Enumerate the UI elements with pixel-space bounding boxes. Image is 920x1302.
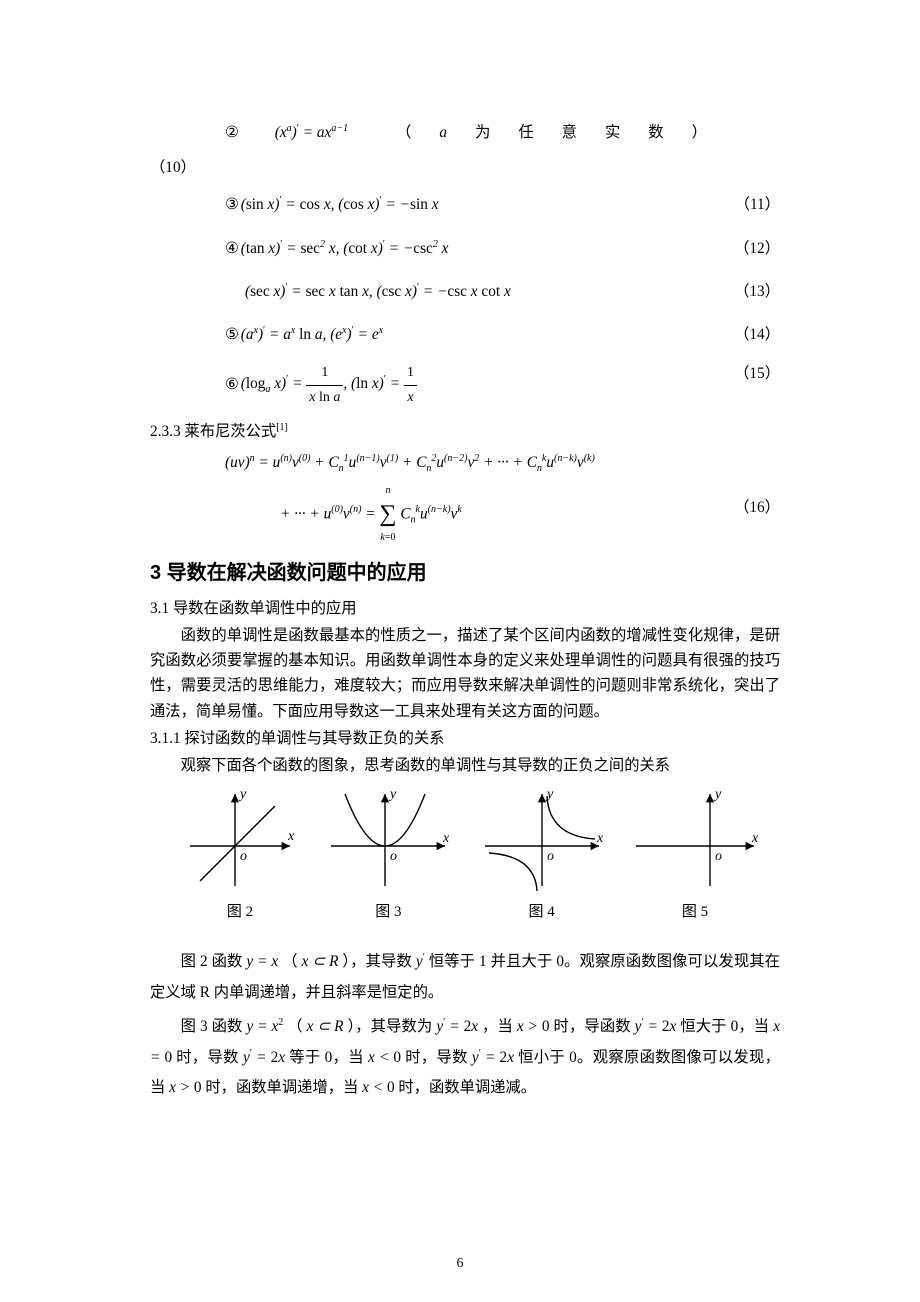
svg-text:o: o (547, 849, 554, 864)
figure-2-svg: y x o (180, 786, 300, 896)
eq-number: （14） (734, 322, 780, 347)
equation-13: (sec x)′ = sec x tan x, (csc x)′ = −csc … (150, 279, 780, 304)
figures-row: y x o 图 2 y x o 图 3 y (180, 786, 760, 925)
svg-text:y: y (238, 787, 247, 802)
section-3-heading: 3 导数在解决函数问题中的应用 (150, 557, 780, 590)
eq-formula: + ··· + u(0)v(n) = ∑nk=0 Cnku(n−k)vk (280, 495, 462, 535)
figure-3: y x o 图 3 (323, 786, 453, 925)
equation-11: ③ (sin x)′ = cos x, (cos x)′ = −sin x （1… (150, 192, 780, 217)
eq-formula: (loga x)′ = 1x ln a, (ln x)′ = 1x (241, 361, 417, 408)
svg-text:x: x (287, 829, 295, 844)
para-311-lead: 观察下面各个函数的图象，思考函数的单调性与其导数的正负之间的关系 (150, 753, 780, 778)
para-fig2: 图 2 函数 y = x （ x ⊂ R ），其导数 y′ 恒等于 1 并且大于… (150, 947, 780, 1008)
svg-text:x: x (596, 831, 604, 846)
eq-formula: (ax)′ = ax ln a, (ex)′ = ex (241, 322, 383, 347)
circled-number: ⑥ (225, 372, 239, 397)
eq-formula: (sin x)′ = cos x, (cos x)′ = −sin x (241, 192, 439, 217)
eq-formula: (xa)′ = axa−1 (275, 120, 348, 145)
figure-3-caption: 图 3 (375, 900, 401, 925)
figure-3-svg: y x o (323, 786, 453, 896)
eq-formula: (sec x)′ = sec x tan x, (csc x)′ = −csc … (245, 279, 511, 304)
svg-text:o: o (715, 849, 722, 864)
equation-10: ② (xa)′ = axa−1 （a为任意实数） (150, 120, 780, 145)
figure-4-svg: y x o (477, 786, 607, 896)
eq-formula: (tan x)′ = sec2 x, (cot x)′ = −csc2 x (241, 236, 449, 261)
leibniz-line-1: (uv)n = u(n)v(0) + Cn1u(n−1)v(1) + Cn2u(… (150, 450, 780, 475)
eq-note: （a为任意实数） (396, 120, 735, 145)
page-content: ② (xa)′ = axa−1 （a为任意实数） （10） ③ (sin x)′… (0, 0, 920, 1166)
equation-16: + ··· + u(0)v(n) = ∑nk=0 Cnku(n−k)vk （16… (150, 495, 780, 535)
circled-number: ⑤ (225, 322, 239, 347)
eq-number: （12） (734, 236, 780, 261)
eq-number: （11） (735, 192, 780, 217)
subsection-233: 2.3.3 莱布尼茨公式[1] (150, 419, 780, 444)
circled-number: ④ (225, 236, 239, 261)
eq-number: （16） (734, 495, 780, 520)
svg-text:x: x (751, 831, 759, 846)
figure-2: y x o 图 2 (180, 786, 300, 925)
para-fig3: 图 3 函数 y = x2 （ x ⊂ R ），其导数为 y′ = 2x ，当 … (150, 1012, 780, 1104)
svg-text:y: y (545, 787, 554, 802)
eq-10-num-line: （10） (150, 155, 780, 180)
svg-text:o: o (390, 849, 397, 864)
equation-14: ⑤ (ax)′ = ax ln a, (ex)′ = ex （14） (150, 322, 780, 347)
eq-number: （15） (734, 361, 780, 386)
equation-12: ④ (tan x)′ = sec2 x, (cot x)′ = −csc2 x … (150, 236, 780, 261)
page-number: 6 (0, 1256, 920, 1272)
svg-text:y: y (713, 787, 722, 802)
equation-15: ⑥ (loga x)′ = 1x ln a, (ln x)′ = 1x （15） (150, 361, 780, 408)
svg-text:x: x (442, 831, 450, 846)
subsection-31: 3.1 导数在函数单调性中的应用 (150, 596, 780, 621)
eq-formula: (uv)n = u(n)v(0) + Cn1u(n−1)v(1) + Cn2u(… (225, 450, 595, 475)
figure-4-caption: 图 4 (529, 900, 555, 925)
svg-text:o: o (240, 849, 247, 864)
figure-5-caption: 图 5 (682, 900, 708, 925)
figure-2-caption: 图 2 (227, 900, 253, 925)
figure-5-svg: y x o (630, 786, 760, 896)
figure-5: y x o 图 5 (630, 786, 760, 925)
subsection-311: 3.1.1 探讨函数的单调性与其导数正负的关系 (150, 726, 780, 751)
svg-text:y: y (388, 787, 397, 802)
para-31: 函数的单调性是函数最基本的性质之一，描述了某个区间内函数的增减性变化规律，是研究… (150, 623, 780, 724)
circled-number: ③ (225, 192, 239, 217)
figure-4: y x o 图 4 (477, 786, 607, 925)
eq-number: （13） (734, 279, 780, 304)
circled-number: ② (225, 120, 239, 145)
